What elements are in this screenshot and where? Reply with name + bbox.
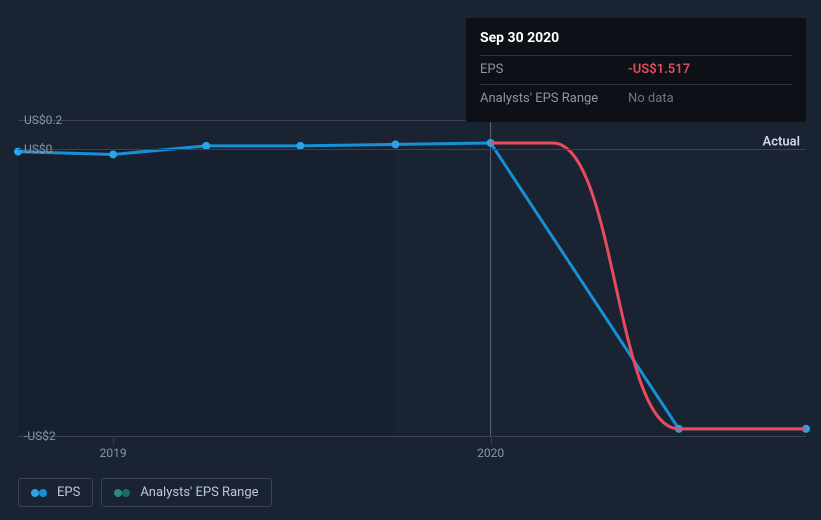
x-tick-mark <box>491 438 492 444</box>
legend-dot <box>31 489 39 497</box>
past-shade <box>18 149 395 436</box>
series-marker-eps[interactable] <box>391 140 399 148</box>
legend-item[interactable]: Analysts' EPS Range <box>101 478 271 507</box>
legend-swatch <box>31 489 47 497</box>
plot-area[interactable]: US$0.2US$0-US$2Actual <box>18 120 806 436</box>
legend: EPS Analysts' EPS Range <box>18 478 272 507</box>
x-axis: 2019 2020 <box>18 438 806 458</box>
tooltip-row-value: -US$1.517 <box>628 60 792 80</box>
tooltip-row-label: EPS <box>480 60 628 80</box>
y-tick-label: US$0 <box>24 142 52 156</box>
chart-tooltip: Sep 30 2020 EPS-US$1.517Analysts' EPS Ra… <box>466 18 806 122</box>
actual-label: Actual <box>763 134 800 149</box>
legend-dot <box>122 489 130 497</box>
grid-line <box>18 149 806 150</box>
x-tick-mark <box>113 438 114 444</box>
legend-item[interactable]: EPS <box>18 478 93 507</box>
tooltip-row-value: No data <box>628 89 792 109</box>
legend-dot <box>114 489 122 497</box>
legend-label: EPS <box>57 485 80 500</box>
tooltip-row: Analysts' EPS RangeNo data <box>480 85 792 113</box>
y-tick-label: US$0.2 <box>24 113 62 127</box>
plot-svg <box>18 120 806 436</box>
series-marker-eps[interactable] <box>109 150 117 158</box>
x-tick-label: 2020 <box>477 446 504 460</box>
tooltip-date: Sep 30 2020 <box>480 28 792 56</box>
tooltip-row: EPS-US$1.517 <box>480 56 792 85</box>
tooltip-row-label: Analysts' EPS Range <box>480 89 628 109</box>
grid-line <box>18 436 806 437</box>
legend-label: Analysts' EPS Range <box>140 485 258 500</box>
legend-swatch <box>114 489 130 497</box>
x-tick-label: 2019 <box>100 446 127 460</box>
eps-chart: Sep 30 2020 EPS-US$1.517Analysts' EPS Ra… <box>0 0 821 520</box>
series-line-eps-red-segment <box>491 143 806 429</box>
legend-dot <box>39 489 47 497</box>
